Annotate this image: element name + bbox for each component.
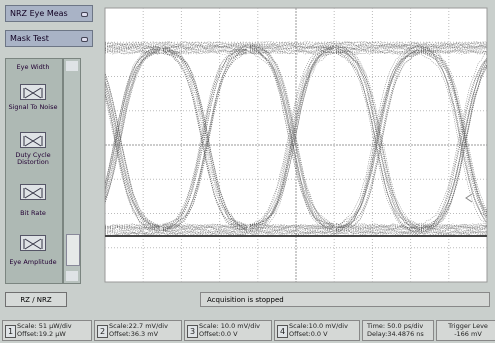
- status-bar: Acquisition is stopped: [200, 292, 490, 307]
- trigger-label: Trigger Leve: [441, 322, 495, 330]
- icon-glyph: [21, 237, 45, 251]
- measurement-label[interactable]: Signal To Noise: [7, 104, 59, 111]
- mode-toggle[interactable]: RZ / NRZ: [5, 292, 67, 307]
- measurement-icon[interactable]: [20, 235, 46, 251]
- channel-number: 2: [97, 325, 108, 338]
- channel-number: 1: [5, 325, 16, 338]
- icon-glyph: [21, 86, 45, 100]
- scale: Scale: 51 µW/div: [17, 322, 89, 330]
- trigger-level: -166 mV: [441, 330, 495, 338]
- icon-glyph: [21, 134, 45, 148]
- icon-glyph: [21, 186, 45, 200]
- scroll-down[interactable]: [66, 271, 78, 281]
- measurement-label[interactable]: Eye Amplitude: [7, 259, 59, 266]
- display: [100, 4, 492, 286]
- scope-window: NRZ Eye Meas Mask Test Eye Width Signal …: [0, 0, 495, 343]
- scroll-up[interactable]: [66, 61, 78, 71]
- scale: Scale:10.0 mV/div: [289, 322, 357, 330]
- test-menu[interactable]: Mask Test: [5, 30, 93, 47]
- offset: Offset:0.0 V: [289, 330, 357, 338]
- trigger[interactable]: Trigger Leve-166 mV: [436, 320, 495, 341]
- measurement-icon[interactable]: [20, 84, 46, 100]
- channel-number: 4: [277, 325, 288, 338]
- measurement-label[interactable]: Bit Rate: [7, 210, 59, 217]
- measurement-label[interactable]: Duty Cycle Distortion: [7, 152, 59, 166]
- time-scale: Time: 50.0 ps/div: [367, 322, 431, 330]
- offset: Offset:36.3 mV: [109, 330, 179, 338]
- measurement-menu[interactable]: NRZ Eye Meas: [5, 5, 93, 22]
- offset: Offset:19.2 µW: [17, 330, 89, 338]
- scroll-thumb[interactable]: [66, 234, 80, 266]
- measurement-icon[interactable]: [20, 132, 46, 148]
- measurement-icon[interactable]: [20, 184, 46, 200]
- scale: Scale:22.7 mV/div: [109, 322, 179, 330]
- offset: Offset:0.0 V: [199, 330, 269, 338]
- delay: Delay:34.4876 ns: [367, 330, 431, 338]
- scrollbar[interactable]: [63, 58, 81, 284]
- scale: Scale: 10.0 mV/div: [199, 322, 269, 330]
- measurement-label[interactable]: Eye Width: [7, 64, 59, 71]
- channel-number: 3: [187, 325, 198, 338]
